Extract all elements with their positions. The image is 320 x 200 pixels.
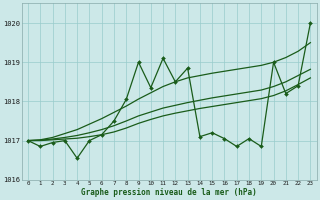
X-axis label: Graphe pression niveau de la mer (hPa): Graphe pression niveau de la mer (hPa) xyxy=(81,188,257,197)
